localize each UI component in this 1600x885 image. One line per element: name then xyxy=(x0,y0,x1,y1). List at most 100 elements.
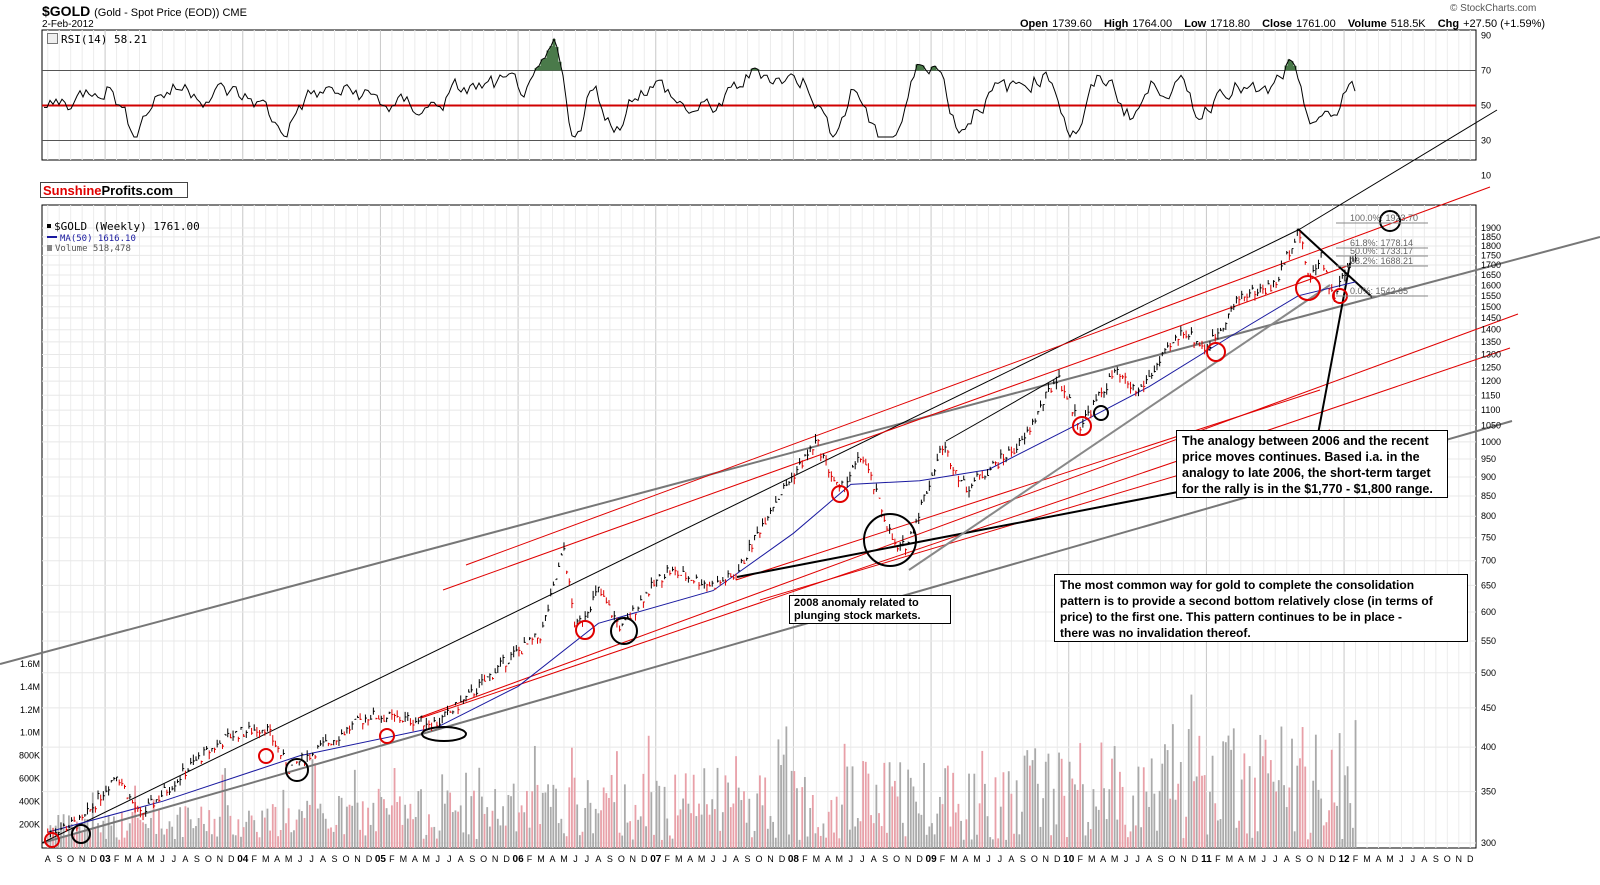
x-tick-label: O xyxy=(893,854,900,864)
x-tick-label: A xyxy=(825,854,831,864)
volume-bar xyxy=(613,802,616,848)
analogy-note: The analogy between 2006 and the recent … xyxy=(1176,430,1448,498)
volume-bar xyxy=(65,835,68,848)
price-tick-label: 400 xyxy=(1481,742,1496,752)
stockcharts-brand[interactable]: © StockCharts.com xyxy=(1450,3,1536,14)
volume-bar xyxy=(729,807,732,848)
volume-bar xyxy=(388,814,391,848)
rsi-legend: RSI(14) 58.21 xyxy=(47,33,147,46)
x-tick-label: M xyxy=(836,854,844,864)
x-tick-label: N xyxy=(1043,854,1050,864)
x-tick-label: 03 xyxy=(100,854,112,865)
volume-bar xyxy=(163,834,166,848)
x-tick-label: F xyxy=(114,854,120,864)
volume-bar xyxy=(195,826,197,848)
ticker-subtitle: (Gold - Spot Price (EOD)) CME xyxy=(94,7,247,19)
annotation-circle xyxy=(421,726,467,742)
volume-bar xyxy=(443,803,446,848)
volume-bar xyxy=(623,784,626,848)
x-tick-label: A xyxy=(458,854,464,864)
volume-bar xyxy=(727,782,730,848)
volume-bar xyxy=(761,805,764,848)
volume-bar xyxy=(1211,755,1214,848)
ma-legend-text: MA(50) 1616.10 xyxy=(60,234,136,244)
volume-bar xyxy=(322,813,324,848)
price-tick-label: 1650 xyxy=(1481,270,1501,280)
volume-tick-label: 200K xyxy=(19,819,40,829)
grey-dashed-support xyxy=(908,284,1331,571)
price-tick-label: 1100 xyxy=(1481,405,1500,415)
volume-bar xyxy=(827,811,830,848)
volume-bar xyxy=(449,792,452,848)
x-tick-label: O xyxy=(480,854,487,864)
volume-bar xyxy=(385,808,388,848)
volume-bar xyxy=(684,773,687,848)
volume-bar xyxy=(105,838,107,848)
volume-bar xyxy=(81,832,84,848)
volume-tick-label: 1.4M xyxy=(20,682,40,692)
volume-bar xyxy=(909,777,912,848)
volume-bar xyxy=(668,835,671,848)
volume-bar xyxy=(1169,798,1172,848)
volume-bar xyxy=(915,801,917,848)
x-tick-label: F xyxy=(1215,854,1221,864)
volume-bar xyxy=(1333,802,1336,848)
volume-bar xyxy=(1254,777,1256,848)
annotation-circle xyxy=(258,748,274,764)
volume-bar xyxy=(147,828,150,848)
x-tick-label: N xyxy=(1318,854,1325,864)
fib-level-label: 38.2%: 1688.21 xyxy=(1350,256,1413,266)
volume-bar xyxy=(1219,819,1222,848)
red-channel-1 xyxy=(465,186,1491,566)
volume-bar xyxy=(441,774,444,848)
volume-bar xyxy=(282,789,285,848)
volume-bar xyxy=(433,826,436,848)
volume-bar xyxy=(629,821,632,848)
volume-bar xyxy=(491,810,494,848)
volume-bar xyxy=(626,822,629,848)
volume-bar xyxy=(663,786,666,848)
volume-bar xyxy=(1036,783,1039,848)
volume-bar xyxy=(925,834,928,848)
x-tick-label: S xyxy=(607,854,613,864)
volume-bar xyxy=(1179,761,1182,848)
x-tick-label: S xyxy=(1158,854,1164,864)
x-tick-label: M xyxy=(285,854,293,864)
volume-bar xyxy=(1071,778,1074,848)
volume-bar xyxy=(208,810,211,848)
fib-level-label: 50.0%: 1733.17 xyxy=(1350,246,1413,256)
volume-bar xyxy=(1121,786,1124,848)
volume-bar xyxy=(1140,827,1143,848)
volume-bar xyxy=(324,818,327,848)
logo-part1: Sunshine xyxy=(43,183,102,198)
anomaly-note: 2008 anomaly related to plunging stock m… xyxy=(789,595,951,624)
volume-bar xyxy=(375,831,377,848)
volume-bar xyxy=(1047,753,1050,848)
volume-bar xyxy=(422,838,425,848)
volume-bar xyxy=(634,804,637,848)
volume-bar xyxy=(1351,827,1354,848)
volume-bar xyxy=(1005,839,1007,848)
x-tick-label: N xyxy=(217,854,224,864)
volume-bar xyxy=(512,783,515,848)
volume-bar xyxy=(218,816,221,848)
x-tick-label: A xyxy=(687,854,693,864)
volume-bar xyxy=(936,813,939,848)
volume-bar xyxy=(883,762,886,848)
x-tick-label: M xyxy=(1363,854,1371,864)
volume-bar xyxy=(451,812,454,848)
volume-bar xyxy=(1296,765,1299,848)
volume-bar xyxy=(412,819,414,848)
volume-bar xyxy=(1042,798,1045,848)
volume-bar xyxy=(150,818,152,848)
volume-bar xyxy=(263,817,266,848)
volume-bar xyxy=(168,821,171,848)
volume-bar xyxy=(200,806,203,848)
volume-tick-label: 1.2M xyxy=(20,705,40,715)
price-tick-label: 1450 xyxy=(1481,313,1501,323)
price-tick-label: 750 xyxy=(1481,533,1496,543)
volume-bar xyxy=(713,809,716,848)
volume-bar xyxy=(216,836,219,848)
ma50-line xyxy=(47,281,1356,833)
